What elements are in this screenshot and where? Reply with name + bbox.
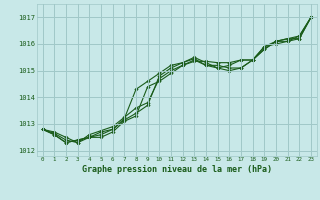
X-axis label: Graphe pression niveau de la mer (hPa): Graphe pression niveau de la mer (hPa) bbox=[82, 165, 272, 174]
